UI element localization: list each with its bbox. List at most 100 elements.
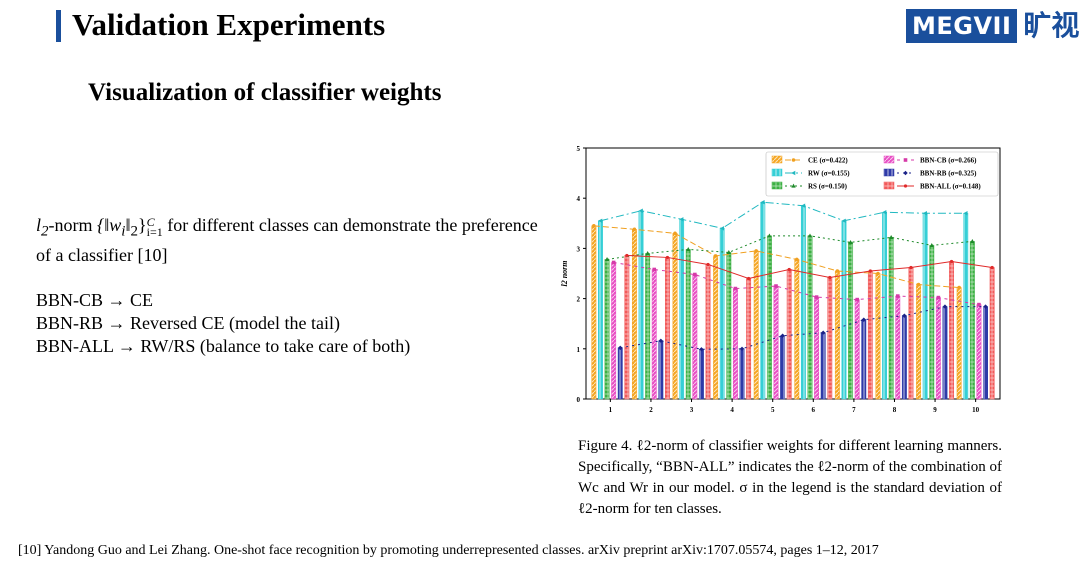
bar-bbn-cb bbox=[854, 299, 860, 400]
marker-ce bbox=[754, 249, 759, 253]
marker-rs bbox=[970, 238, 975, 243]
bar-bbn-rb bbox=[820, 332, 826, 400]
legend-swatch bbox=[771, 155, 783, 164]
marker-rs bbox=[645, 251, 650, 256]
figure-caption: Figure 4. ℓ2-norm of classifier weights … bbox=[578, 438, 1003, 517]
marker-rs bbox=[767, 233, 772, 238]
marker-bbn-rb bbox=[618, 345, 623, 350]
bar-rw bbox=[841, 220, 847, 400]
logo-text: MEGVII bbox=[906, 9, 1018, 43]
bar-bbn-rb bbox=[983, 306, 988, 400]
marker-rs bbox=[726, 250, 732, 255]
bar-bbn-all bbox=[908, 267, 914, 400]
bar-rw bbox=[719, 228, 725, 400]
bar-ce bbox=[834, 270, 840, 400]
marker-rw bbox=[760, 200, 765, 205]
marker-ce bbox=[673, 231, 677, 236]
bar-bbn-cb bbox=[611, 262, 617, 400]
y-axis-label: l2 norm bbox=[560, 260, 569, 286]
marker-bbn-cb bbox=[855, 297, 859, 302]
bar-bbn-cb bbox=[976, 304, 982, 400]
bar-rw bbox=[882, 212, 888, 400]
marker-ce bbox=[632, 227, 637, 232]
marker-bbn-all bbox=[990, 265, 994, 270]
marker-bbn-rb bbox=[658, 338, 664, 343]
bar-bbn-all bbox=[664, 257, 670, 400]
bar-rw bbox=[922, 213, 928, 400]
legend-swatch bbox=[883, 168, 895, 177]
legend-marker bbox=[791, 158, 796, 162]
marker-rs bbox=[848, 239, 853, 244]
y-tick-label: 2 bbox=[577, 296, 581, 304]
bar-bbn-rb bbox=[617, 347, 623, 400]
norm-symbol: l2 bbox=[36, 215, 49, 240]
legend-label: RS (σ=0.150) bbox=[808, 183, 848, 191]
reference-citation: [10] Yandong Guo and Lei Zhang. One-shot… bbox=[18, 543, 879, 558]
bar-bbn-cb bbox=[935, 297, 941, 400]
y-tick-label: 4 bbox=[577, 195, 581, 203]
bar-bbn-cb bbox=[814, 296, 820, 400]
marker-rw bbox=[800, 203, 806, 208]
x-tick-label: 3 bbox=[690, 406, 694, 414]
marker-rs bbox=[888, 234, 894, 239]
legend-label: CE (σ=0.422) bbox=[808, 157, 848, 165]
x-tick-label: 2 bbox=[649, 406, 653, 414]
list-item: BBN-ALL → RW/RS (balance to take care of… bbox=[36, 336, 411, 356]
bar-rs bbox=[888, 237, 894, 400]
bar-rs bbox=[645, 253, 651, 400]
marker-bbn-all bbox=[747, 276, 751, 281]
marker-ce bbox=[876, 271, 880, 276]
marker-rs bbox=[604, 257, 610, 262]
marker-rs bbox=[807, 233, 813, 238]
y-tick-label: 3 bbox=[577, 245, 581, 253]
x-tick-label: 10 bbox=[972, 406, 980, 414]
marker-ce bbox=[713, 254, 718, 258]
marker-bbn-cb bbox=[652, 267, 657, 272]
marker-bbn-all bbox=[665, 255, 670, 260]
logo-chinese: 旷视 bbox=[1023, 9, 1080, 42]
method-mapping-list: BBN-CB → CE BBN-RB → Reversed CE (model … bbox=[36, 289, 410, 358]
x-tick-label: 4 bbox=[730, 406, 734, 414]
marker-bbn-cb bbox=[774, 284, 778, 288]
marker-bbn-all bbox=[909, 265, 913, 270]
legend-label: BBN-CB (σ=0.266) bbox=[920, 157, 977, 165]
legend-swatch bbox=[771, 168, 783, 177]
bar-bbn-rb bbox=[780, 335, 786, 400]
bar-rw bbox=[638, 210, 644, 400]
brand-logo: MEGVII 旷视 bbox=[906, 8, 1079, 44]
legend-marker bbox=[791, 170, 796, 176]
bar-rs bbox=[766, 235, 772, 400]
legend-label: BBN-RB (σ=0.325) bbox=[920, 170, 977, 178]
marker-bbn-cb bbox=[733, 286, 738, 291]
bar-ce bbox=[794, 259, 800, 400]
bar-bbn-cb bbox=[732, 288, 738, 400]
bar-rw bbox=[679, 219, 685, 400]
marker-rw bbox=[882, 210, 887, 215]
legend-label: RW (σ=0.155) bbox=[808, 170, 850, 178]
x-tick-label: 9 bbox=[933, 406, 937, 414]
description-text: for different classes can demonstrate th… bbox=[36, 215, 538, 265]
bar-ce bbox=[875, 273, 881, 400]
bar-bbn-rb bbox=[698, 349, 704, 400]
legend-marker bbox=[791, 183, 796, 188]
legend-swatch bbox=[883, 181, 895, 190]
bar-ce bbox=[713, 255, 719, 400]
marker-ce bbox=[957, 285, 961, 290]
legend-marker bbox=[903, 170, 908, 176]
x-tick-label: 1 bbox=[609, 406, 613, 414]
legend-marker bbox=[903, 158, 908, 162]
bar-rw bbox=[800, 205, 806, 400]
marker-rw bbox=[679, 217, 684, 222]
section-subtitle: Visualization of classifier weights bbox=[88, 79, 442, 106]
x-tick-label: 5 bbox=[771, 406, 775, 414]
bar-bbn-rb bbox=[861, 319, 867, 400]
marker-rs bbox=[929, 242, 934, 247]
legend-label: BBN-ALL (σ=0.148) bbox=[920, 183, 981, 191]
bar-rw bbox=[963, 213, 969, 400]
marker-rw bbox=[719, 226, 725, 231]
bar-bbn-all bbox=[867, 270, 873, 400]
bar-rw bbox=[760, 201, 766, 400]
marker-ce bbox=[916, 282, 921, 287]
